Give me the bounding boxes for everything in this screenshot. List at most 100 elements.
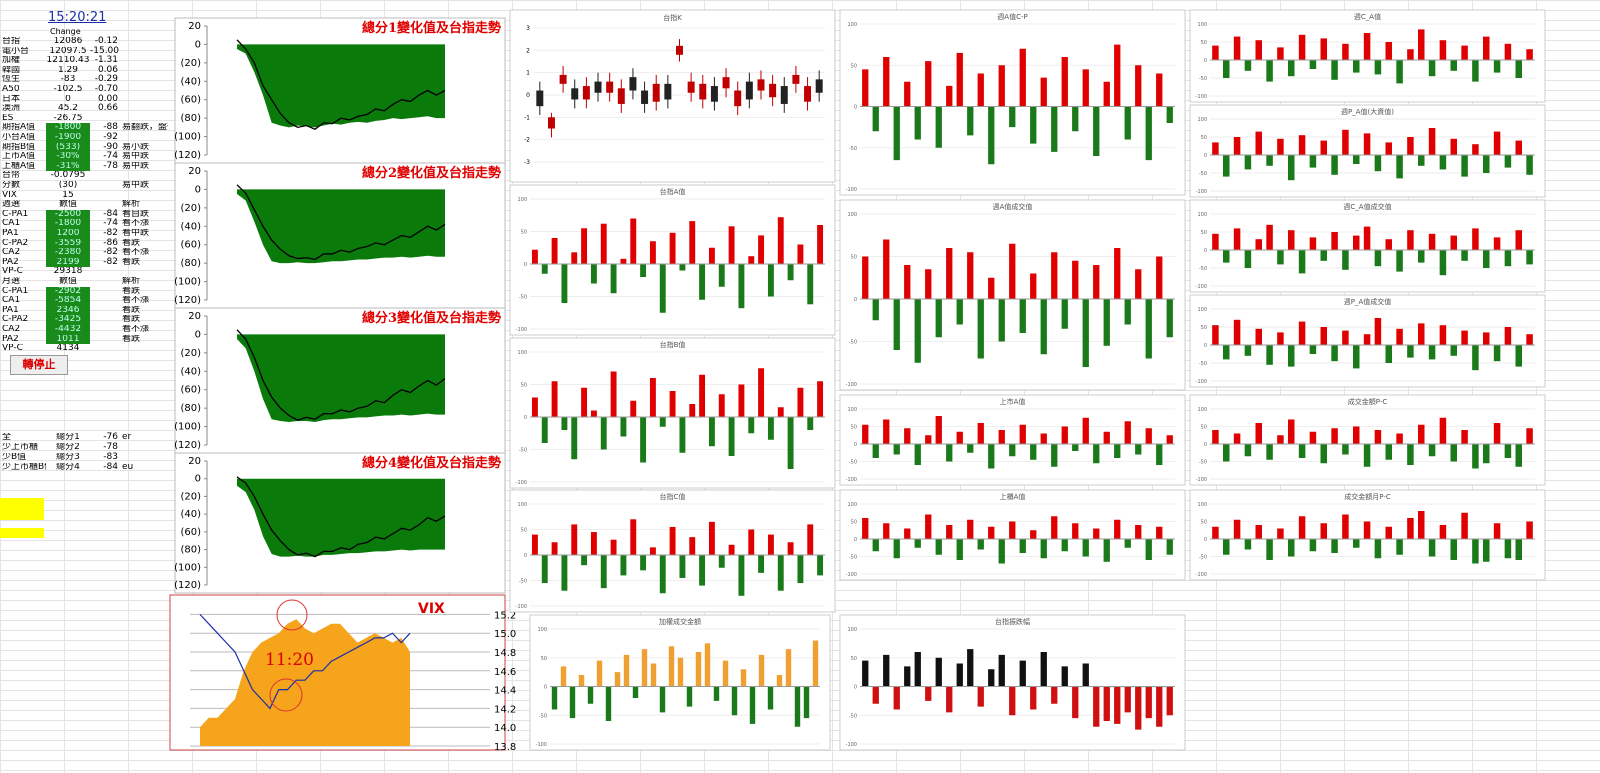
bar [610,371,617,417]
bar [803,686,810,719]
candle-body [617,88,625,104]
bar [893,106,900,161]
cell: -88 [103,122,118,133]
bar [569,686,576,719]
y-tick-label: 100 [847,407,857,413]
bar [758,654,765,687]
bar [1504,444,1512,458]
cell: -2902 [46,286,90,297]
bar [1103,431,1110,444]
y-tick-label: 100 [1197,307,1207,313]
bar [872,686,879,704]
bar [1072,106,1079,132]
bar [1019,539,1026,553]
bar [956,663,963,687]
cell: PA2 [2,257,19,267]
y-tick-label: (20) [180,58,201,69]
candle-body [757,79,765,91]
y-tick-label: 0 [1204,537,1207,543]
bar [935,539,942,555]
cell: -0.12 [94,36,118,46]
bar [1504,43,1512,60]
cell: CA1 [2,219,21,229]
y-tick-label: 100 [1197,407,1207,413]
bar [600,223,607,264]
bar [988,669,995,687]
sheet-row: C-PA2 -3425 看跌 [2,315,168,325]
cell: 易中跌 [122,161,150,171]
bar [1145,106,1152,161]
bar [1040,539,1047,559]
bar [1103,299,1110,346]
bar [1072,686,1079,719]
bar [669,391,676,417]
y-tick-label: (100) [174,277,201,288]
bar [1082,299,1089,367]
bar [893,299,900,350]
cell: -90 [103,141,118,152]
cell: 總分3 [56,453,80,462]
bar [1266,60,1273,82]
bar [1145,539,1152,560]
sheet-row: 上市A值 -30% -74 易中跌 [2,152,168,162]
y-tick-label: 0 [524,415,527,421]
bar [946,85,953,107]
bar [1009,444,1016,457]
cell: -0.70 [94,84,118,94]
cell: -78 [103,442,118,452]
y-tick-label: 50 [1201,520,1207,526]
bar [797,244,804,264]
cell: -1800 [46,123,90,133]
bar [610,539,617,555]
cell: A50 [2,85,20,94]
bar [977,423,984,444]
cell: 45.2 [57,104,79,114]
cell: 韓國 [2,65,21,75]
candle-body [769,83,777,98]
bar [560,666,567,687]
cell: 月選 [2,277,21,286]
bar [1009,106,1016,128]
stop-button[interactable]: 轉停止 [10,355,68,375]
bar [1450,60,1457,71]
bar [689,537,696,555]
y-tick-label: (60) [180,527,201,538]
y2-tick-label: 15.2 [494,610,516,621]
cell: C-PA2 [2,238,29,248]
cell: -83 [103,452,118,462]
bar [640,555,647,571]
bar [1515,345,1522,367]
bar [956,52,963,107]
bar [1342,129,1349,155]
cell: 期指B值 [2,142,36,152]
bar [1363,226,1371,250]
bar [1082,69,1089,107]
bar [708,417,715,447]
bar [541,264,548,274]
bar [1040,433,1047,444]
bar [587,686,594,704]
bar [967,649,974,687]
cell: -30% [46,152,90,162]
bar [1483,444,1490,464]
cell: 少B值 [2,453,27,462]
y-tick-label: 100 [847,502,857,508]
bar [1288,345,1295,367]
y-tick-label: 0 [1204,153,1207,159]
bar [610,264,617,294]
y-tick-label: 0 [854,685,857,691]
y-tick-label: (20) [180,491,201,502]
sheet-row: 全 總分1 -76 er [2,432,168,443]
y-tick-label: (100) [174,132,201,143]
bar [1082,539,1089,557]
bar [738,264,745,309]
cell: -1.31 [94,55,118,66]
cell: 分數 [2,181,21,190]
bar [718,394,725,417]
bar [1145,686,1152,719]
sheet-row: 週選 數值 解析 [2,200,168,210]
bar [1331,232,1338,250]
y-tick-label: -50 [1199,76,1207,82]
bar [1396,539,1403,555]
y-tick-label: -50 [849,555,857,561]
